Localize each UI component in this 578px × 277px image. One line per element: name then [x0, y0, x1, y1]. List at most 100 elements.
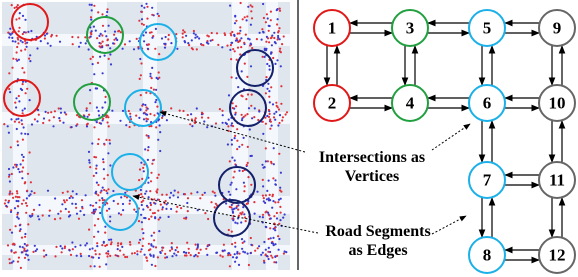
gps-point [93, 175, 95, 177]
gps-point [122, 203, 124, 205]
gps-point [158, 199, 160, 201]
gps-point [172, 194, 174, 196]
gps-point [70, 254, 72, 256]
gps-point [273, 37, 275, 39]
vertex-label: 11 [549, 171, 565, 190]
gps-point [106, 244, 108, 246]
gps-point [232, 219, 234, 221]
gps-point [156, 77, 158, 79]
gps-point [219, 254, 221, 256]
gps-point [26, 88, 28, 90]
gps-point [76, 123, 78, 125]
vertex-label: 8 [483, 246, 492, 265]
gps-point [159, 131, 161, 133]
gps-point [10, 34, 12, 36]
gps-point [108, 208, 110, 210]
gps-point [234, 159, 236, 161]
gps-point [216, 32, 218, 34]
gps-point [129, 200, 131, 202]
gps-point [278, 30, 280, 32]
gps-point [242, 242, 244, 244]
gps-point [153, 89, 155, 91]
gps-point [138, 20, 140, 22]
gps-point [153, 159, 155, 161]
gps-point [86, 123, 88, 125]
gps-point [136, 38, 138, 40]
gps-point [33, 192, 35, 194]
gps-point [157, 256, 159, 258]
gps-point [270, 51, 272, 53]
gps-point [251, 47, 253, 49]
gps-point [270, 19, 272, 21]
gps-point [144, 193, 146, 195]
gps-point [262, 3, 264, 5]
gps-point [116, 39, 118, 41]
gps-point [247, 253, 249, 255]
gps-point [280, 65, 282, 67]
gps-point [141, 178, 143, 180]
gps-point [10, 211, 12, 213]
gps-point [169, 197, 171, 199]
gps-point [284, 213, 286, 215]
gps-point [164, 43, 166, 45]
gps-point [79, 210, 81, 212]
gps-point [226, 45, 228, 47]
gps-point [256, 38, 258, 40]
gps-point [147, 159, 149, 161]
gps-point [145, 190, 147, 192]
gps-point [21, 170, 23, 172]
gps-point [107, 8, 109, 10]
gps-point [276, 59, 278, 61]
gps-point [198, 37, 200, 39]
gps-point [261, 39, 263, 41]
gps-point [125, 124, 127, 126]
gps-point [281, 43, 283, 45]
gps-point [92, 205, 94, 207]
gps-point [83, 214, 85, 216]
gps-point [250, 24, 252, 26]
gps-point [277, 38, 279, 40]
gps-point [239, 32, 241, 34]
gps-point [109, 255, 111, 257]
gps-point [84, 244, 86, 246]
gps-point [118, 30, 120, 32]
gps-point [265, 21, 267, 23]
gps-point [244, 16, 246, 18]
gps-point [75, 203, 77, 205]
gps-point [16, 164, 18, 166]
gps-point [246, 203, 248, 205]
gps-point [265, 249, 267, 251]
gps-point [280, 85, 282, 87]
gps-point [95, 168, 97, 170]
gps-point [101, 34, 103, 36]
gps-point [229, 254, 231, 256]
gps-point [23, 126, 25, 128]
gps-point [150, 172, 152, 174]
gps-point [149, 113, 151, 115]
gps-point [105, 263, 107, 265]
gps-point [105, 190, 107, 192]
gps-point [68, 211, 70, 213]
gps-point [147, 146, 149, 148]
gps-point [270, 237, 272, 239]
gps-point [153, 232, 155, 234]
gps-point [208, 35, 210, 37]
gps-point [228, 191, 230, 193]
gps-point [101, 46, 103, 48]
gps-point [214, 195, 216, 197]
gps-point [8, 132, 10, 134]
gps-point [108, 125, 110, 127]
gps-point [89, 248, 91, 250]
gps-point [9, 262, 11, 264]
gps-point [268, 199, 270, 201]
gps-point [231, 204, 233, 206]
gps-point [158, 77, 160, 79]
gps-point [92, 256, 94, 258]
gps-point [25, 92, 27, 94]
gps-point [185, 35, 187, 37]
vertex-label: 7 [483, 171, 492, 190]
gps-point [103, 189, 105, 191]
annotation: Road Segmentsas Edges [325, 223, 430, 259]
gps-point [141, 228, 143, 230]
gps-point [268, 41, 270, 43]
